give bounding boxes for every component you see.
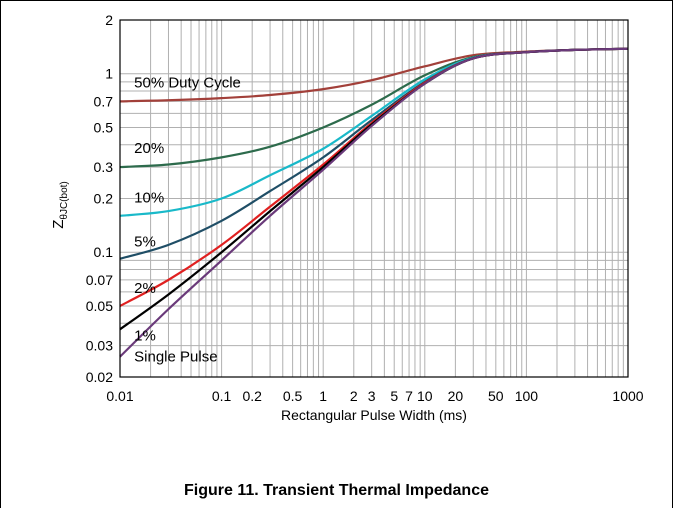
- curve-label: 5%: [134, 233, 156, 250]
- x-tick-label: 1: [319, 388, 327, 404]
- x-tick-label: 0.5: [283, 388, 303, 404]
- y-tick-label: 0.1: [94, 244, 114, 260]
- y-tick-label: 0.3: [94, 159, 114, 175]
- x-tick-label: 1000: [612, 388, 643, 404]
- y-tick-label: 0.7: [94, 93, 114, 109]
- x-tick-label: 0.01: [106, 388, 133, 404]
- y-tick-label: 0.2: [94, 191, 114, 207]
- x-tick-label: 10: [417, 388, 433, 404]
- curve-labels: 50% Duty Cycle 20% 10% 5% 2% 1% Single Pulse: [134, 74, 241, 365]
- y-tick-label: 0.5: [94, 119, 114, 135]
- x-tick-label: 5: [390, 388, 398, 404]
- curve-label: 10%: [134, 189, 164, 206]
- y-tick-label: 2: [105, 12, 113, 28]
- x-tick-label: 3: [368, 388, 376, 404]
- plot-area-border: [119, 19, 629, 378]
- figure-caption: Figure 11. Transient Thermal Impedance: [184, 482, 489, 499]
- curves: [119, 47, 629, 358]
- x-tick-label: 2: [350, 388, 358, 404]
- curve-label: 2%: [134, 280, 156, 297]
- y-axis-label-sub: θJC(bot): [59, 181, 70, 219]
- y-tick-label: 0.07: [86, 272, 113, 288]
- y-axis-label: ZθJC(bot): [50, 181, 70, 229]
- series-line-single-pulse: [119, 47, 629, 358]
- y-tick-label: 0.05: [86, 298, 113, 314]
- y-tick-labels: 0.02 0.03 0.05 0.07 0.1 0.2 0.3 0.5 0.7 1 2: [86, 12, 113, 385]
- series-line-20pct: [119, 47, 629, 169]
- x-tick-label: 20: [448, 388, 464, 404]
- y-tick-label: 0.03: [86, 338, 113, 354]
- x-tick-label: 50: [488, 388, 504, 404]
- curve-label: Single Pulse: [134, 348, 217, 365]
- x-axis-label: Rectangular Pulse Width (ms): [281, 407, 467, 423]
- x-tick-label: 7: [405, 388, 413, 404]
- curve-label: 50% Duty Cycle: [134, 74, 241, 91]
- x-tick-labels: 0.01 0.1 0.2 0.5 1 2 3 5 7 10 20 50 100 1000: [106, 388, 643, 404]
- x-tick-label: 0.1: [212, 388, 232, 404]
- curve-label: 20%: [134, 140, 164, 157]
- y-axis-label-main: Z: [50, 220, 67, 229]
- x-tick-label: 0.2: [242, 388, 262, 404]
- x-tick-label: 100: [515, 388, 539, 404]
- y-tick-label: 1: [105, 66, 113, 82]
- y-tick-label: 0.02: [86, 369, 113, 385]
- curve-label: 1%: [134, 328, 156, 345]
